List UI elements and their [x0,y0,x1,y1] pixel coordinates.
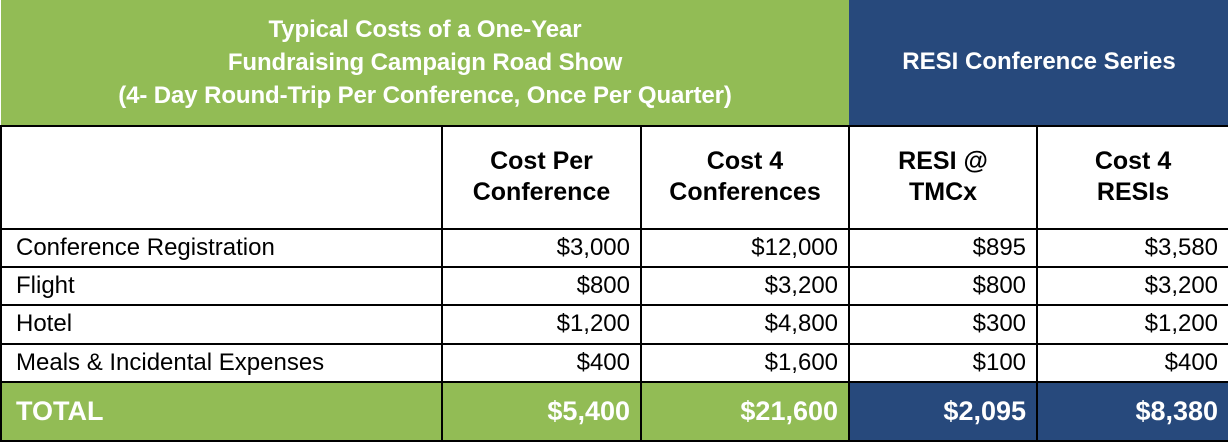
row-label: Conference Registration [0,228,443,269]
row-label: Meals & Incidental Expenses [0,342,443,383]
total-cost-4-resis: $8,380 [1036,380,1228,442]
banner-left-title-line-3: (4- Day Round-Trip Per Conference, Once … [118,81,732,109]
table-row: Conference Registration $3,000 $12,000 $… [0,228,1228,269]
cell-cost-4-conferences: $12,000 [639,228,851,269]
cell-resi-at-tmcx: $895 [848,228,1039,269]
cell-cost-per-conference: $400 [441,342,642,383]
cell-cost-4-resis: $3,200 [1036,266,1228,307]
column-header-resi-at-tmcx: RESI @ TMCx [848,124,1039,231]
cell-resi-at-tmcx: $300 [848,304,1039,345]
table-total-row: TOTAL $5,400 $21,600 $2,095 $8,380 [0,380,1228,442]
table-column-header-row: Cost Per Conference Cost 4 Conferences R… [0,124,1228,231]
cell-cost-4-conferences: $3,200 [639,266,851,307]
cell-resi-at-tmcx: $800 [848,266,1039,307]
column-header-blank [0,124,443,231]
total-cost-per-conference: $5,400 [441,380,642,442]
cell-cost-4-conferences: $4,800 [639,304,851,345]
cell-cost-per-conference: $1,200 [441,304,642,345]
banner-right-title: RESI Conference Series [849,0,1228,126]
total-cost-4-conferences: $21,600 [639,380,851,442]
table-row: Meals & Incidental Expenses $400 $1,600 … [0,342,1228,383]
cell-cost-per-conference: $800 [441,266,642,307]
total-resi-at-tmcx: $2,095 [848,380,1039,442]
banner-left-title-line-1: Typical Costs of a One-Year [268,15,582,43]
cell-cost-4-resis: $3,580 [1036,228,1228,269]
table-row: Flight $800 $3,200 $800 $3,200 [0,266,1228,307]
row-label: Hotel [0,304,443,345]
column-header-cost-per-conference-line-2: Conference [472,178,611,207]
column-header-cost-4-conferences: Cost 4 Conferences [639,124,851,231]
column-header-cost-4-resis-line-1: Cost 4 [1094,147,1172,176]
column-header-cost-4-resis: Cost 4 RESIs [1036,124,1228,231]
cell-cost-4-conferences: $1,600 [639,342,851,383]
cell-cost-4-resis: $400 [1036,342,1228,383]
cell-cost-per-conference: $3,000 [441,228,642,269]
banner-left-title: Typical Costs of a One-Year Fundraising … [1,0,850,126]
cell-cost-4-resis: $1,200 [1036,304,1228,345]
column-header-cost-4-resis-line-2: RESIs [1096,178,1170,207]
table-banner-row: Typical Costs of a One-Year Fundraising … [1,0,1228,126]
banner-left-title-line-2: Fundraising Campaign Road Show [227,48,623,76]
column-header-resi-at-tmcx-line-1: RESI @ [898,147,988,176]
column-header-cost-per-conference: Cost Per Conference [441,124,642,231]
row-label: Flight [0,266,443,307]
total-label: TOTAL [0,380,443,442]
table-row: Hotel $1,200 $4,800 $300 $1,200 [0,304,1228,345]
column-header-cost-4-conferences-line-1: Cost 4 [706,147,784,176]
column-header-cost-4-conferences-line-2: Conferences [669,178,821,207]
column-header-resi-at-tmcx-line-2: TMCx [908,178,978,207]
column-header-cost-per-conference-line-1: Cost Per [490,147,593,176]
cell-resi-at-tmcx: $100 [848,342,1039,383]
